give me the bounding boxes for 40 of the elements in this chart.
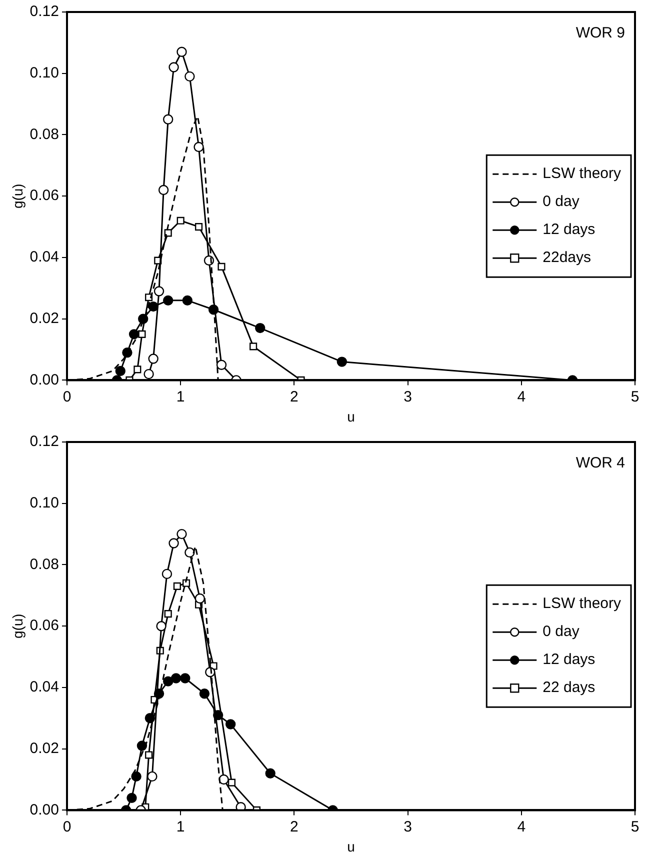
x-tick-label: 4 [517,388,526,406]
x-tick-label: 5 [630,818,640,836]
legend-label: 0 day [542,193,580,210]
y-axis-title: g(u) [9,184,26,209]
y-tick-label: 0.00 [30,801,59,818]
y-axis-title: g(u) [9,614,26,639]
annotation: WOR 9 [576,24,625,42]
y-tick-label: 0.04 [30,248,59,266]
y-tick-label: 0.10 [30,494,59,512]
legend-label: LSW theory [542,595,622,612]
y-tick-label: 0.06 [30,187,59,204]
x-tick-label: 4 [517,818,526,836]
x-tick-label: 5 [630,388,640,406]
x-tick-label: 1 [176,388,185,406]
x-axis-title: u [347,838,355,854]
x-tick-label: 0 [62,818,72,836]
y-tick-label: 0.10 [30,64,59,82]
legend-label: 22 days [542,679,596,696]
legend-label: 0 day [542,623,580,640]
y-tick-label: 0.04 [30,678,59,696]
x-tick-label: 2 [290,388,298,406]
x-tick-label: 2 [290,818,298,836]
legend-label: 12 days [542,651,596,668]
x-tick-label: 3 [404,388,412,406]
annotation: WOR 4 [576,454,625,472]
legend-label: LSW theory [542,165,622,182]
legend-label: 22days [542,249,592,266]
x-tick-label: 1 [176,818,185,836]
y-tick-label: 0.12 [30,3,59,20]
x-axis-title: u [347,408,355,424]
legend-label: 12 days [542,221,596,238]
y-tick-label: 0.02 [30,740,59,757]
x-tick-label: 3 [404,818,412,836]
y-tick-label: 0.12 [30,433,59,450]
y-tick-label: 0.06 [30,617,59,634]
x-tick-label: 0 [62,388,72,406]
y-tick-label: 0.02 [30,310,59,327]
y-tick-label: 0.08 [30,126,59,143]
y-tick-label: 0.00 [30,371,59,388]
y-tick-label: 0.08 [30,556,59,573]
